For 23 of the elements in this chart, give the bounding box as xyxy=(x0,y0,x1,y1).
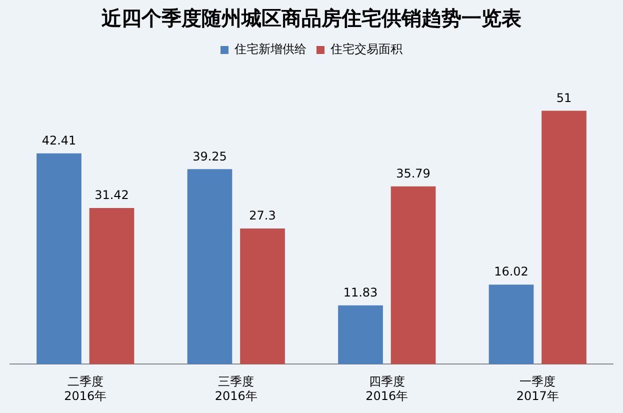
data-label: 11.83 xyxy=(343,286,378,300)
bar xyxy=(89,208,134,364)
x-tick-label: 一季度 2017年 xyxy=(516,374,559,403)
chart-title: 近四个季度随州城区商品房住宅供销趋势一览表 xyxy=(100,6,522,30)
bar xyxy=(36,153,82,364)
bar xyxy=(240,228,285,364)
x-tick-label: 三季度 2016年 xyxy=(214,374,258,403)
data-label: 35.79 xyxy=(396,166,430,180)
x-tick-label: 四季度 2016年 xyxy=(366,374,408,403)
data-label: 42.41 xyxy=(42,134,76,148)
data-label: 39.25 xyxy=(192,149,227,164)
data-label: 51 xyxy=(556,90,572,105)
bar xyxy=(338,305,383,364)
bar xyxy=(187,169,232,364)
x-tick-label: 二季度 2016年 xyxy=(64,374,107,403)
legend-label: 住宅交易面积 xyxy=(330,42,402,56)
data-label: 31.42 xyxy=(94,188,129,202)
legend-label: 住宅新增供给 xyxy=(234,42,306,56)
data-label: 27.3 xyxy=(249,208,276,223)
bar xyxy=(488,284,534,364)
bar xyxy=(390,186,436,364)
data-label: 16.02 xyxy=(494,264,528,279)
bar xyxy=(542,110,586,364)
